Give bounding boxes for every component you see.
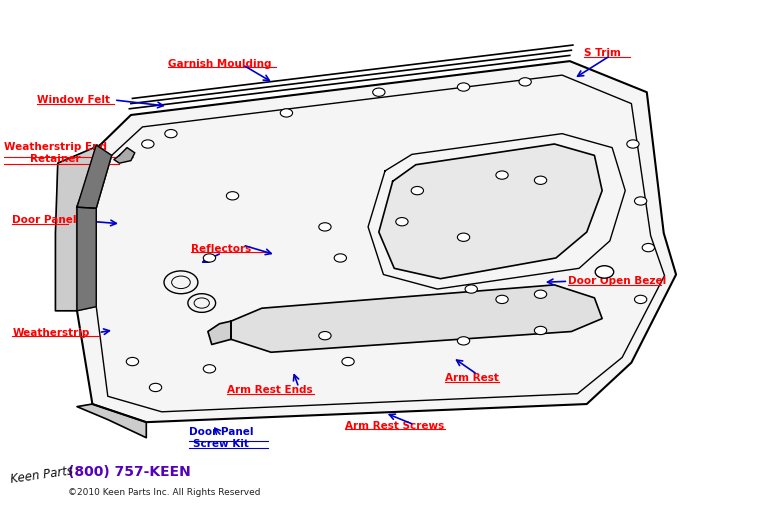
Circle shape (534, 290, 547, 298)
Text: S Trim: S Trim (584, 48, 621, 59)
Circle shape (203, 365, 216, 373)
Text: Arm Rest Screws: Arm Rest Screws (345, 421, 444, 431)
Circle shape (457, 337, 470, 345)
Polygon shape (77, 404, 146, 438)
Text: Window Felt: Window Felt (37, 95, 110, 105)
Text: Arm Rest Ends: Arm Rest Ends (227, 385, 313, 395)
Circle shape (280, 109, 293, 117)
Text: Arm Rest: Arm Rest (445, 373, 499, 383)
Circle shape (149, 383, 162, 392)
Circle shape (126, 357, 139, 366)
Circle shape (457, 233, 470, 241)
Circle shape (411, 186, 424, 195)
Polygon shape (114, 148, 135, 163)
Circle shape (396, 218, 408, 226)
Text: Door Open Bezel: Door Open Bezel (568, 276, 667, 286)
Circle shape (373, 88, 385, 96)
Circle shape (203, 254, 216, 262)
Polygon shape (55, 145, 100, 311)
Polygon shape (231, 285, 602, 352)
Text: Reflectors: Reflectors (191, 243, 251, 254)
Text: ©2010 Keen Parts Inc. All Rights Reserved: ©2010 Keen Parts Inc. All Rights Reserve… (68, 487, 260, 497)
Text: Keen Parts: Keen Parts (9, 465, 74, 486)
Circle shape (519, 78, 531, 86)
Circle shape (634, 197, 647, 205)
Circle shape (534, 326, 547, 335)
Polygon shape (77, 207, 96, 311)
Circle shape (642, 243, 654, 252)
Polygon shape (77, 145, 112, 208)
Circle shape (342, 357, 354, 366)
Circle shape (465, 285, 477, 293)
Circle shape (634, 295, 647, 304)
Circle shape (334, 254, 346, 262)
Polygon shape (208, 321, 231, 344)
Text: Weatherstrip End
Retainer: Weatherstrip End Retainer (4, 142, 107, 164)
Circle shape (457, 83, 470, 91)
Circle shape (142, 140, 154, 148)
Text: (800) 757-KEEN: (800) 757-KEEN (68, 465, 190, 480)
Circle shape (595, 266, 614, 278)
Polygon shape (77, 61, 676, 422)
Circle shape (165, 130, 177, 138)
Circle shape (496, 171, 508, 179)
Circle shape (319, 223, 331, 231)
Polygon shape (379, 144, 602, 279)
Text: Door Panel: Door Panel (12, 215, 76, 225)
Circle shape (496, 295, 508, 304)
Text: Garnish Moulding: Garnish Moulding (168, 59, 271, 69)
Text: Door Panel
Screw Kit: Door Panel Screw Kit (189, 427, 253, 449)
Circle shape (534, 176, 547, 184)
Circle shape (319, 332, 331, 340)
Text: Weatherstrip: Weatherstrip (12, 327, 89, 338)
Circle shape (627, 140, 639, 148)
Circle shape (226, 192, 239, 200)
